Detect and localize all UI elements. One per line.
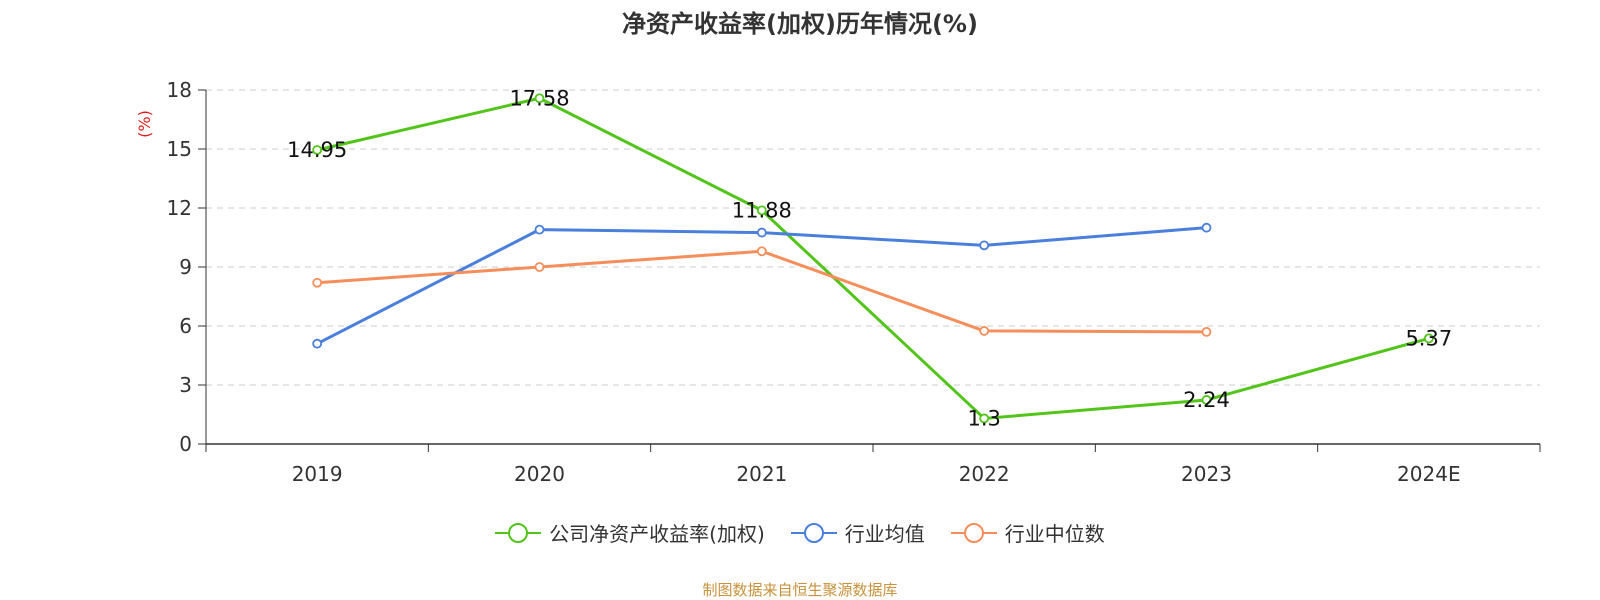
data-point	[1423, 333, 1434, 344]
legend-label: 行业均值	[844, 522, 925, 546]
data-label: 14.95	[287, 138, 347, 162]
data-point	[1201, 222, 1212, 233]
data-label: 1.3	[967, 406, 1000, 430]
y-tick-label: 15	[167, 137, 192, 161]
data-label: 17.58	[509, 86, 569, 110]
data-label: 5.37	[1405, 326, 1452, 350]
chart-title: 净资产收益率(加权)历年情况(%)	[622, 10, 978, 38]
legend-line-circle-icon	[950, 522, 997, 543]
axes: 0 3 6 9 12 15 18 2019 2020 2021 2022 2023 2024E (%)	[135, 78, 1541, 486]
legend: 公司净资产收益率(加权) 行业均值 行业中位数	[0, 518, 1600, 547]
data-point	[534, 93, 545, 104]
data-point	[312, 145, 323, 155]
data-point	[756, 227, 767, 238]
x-tick-label: 2021	[736, 462, 787, 486]
y-tick-label: 12	[167, 196, 192, 220]
data-point	[979, 326, 990, 336]
data-point	[534, 262, 545, 272]
data-source-note: 制图数据来自恒生聚源数据库	[702, 581, 898, 599]
data-label: 2.24	[1183, 388, 1230, 412]
y-tick-label: 3	[179, 373, 192, 397]
y-axis-label: (%)	[135, 110, 154, 138]
legend-line-circle-icon	[495, 522, 542, 543]
data-labels: 14.95 17.58 11.88 1.3 2.24 5.37	[287, 86, 1452, 430]
y-tick-label: 0	[179, 432, 192, 456]
chart-area: 0 3 6 9 12 15 18 2019 2020 2021 2022 2023 2024E (%) 1…	[135, 78, 1541, 486]
x-tick-label: 2019	[292, 462, 343, 486]
legend-item-company-roe[interactable]: 公司净资产收益率(加权)	[495, 518, 765, 547]
x-tick-label: 2024E	[1397, 462, 1461, 486]
x-tick-label: 2022	[959, 462, 1010, 486]
data-point	[1201, 326, 1212, 337]
data-label: 11.88	[732, 198, 792, 222]
data-point	[979, 240, 990, 251]
y-tick-label: 18	[167, 78, 192, 102]
data-point	[1201, 395, 1212, 405]
data-point	[312, 338, 323, 349]
data-point	[756, 205, 767, 216]
data-point	[534, 224, 545, 235]
legend-item-industry-mean[interactable]: 行业均值	[790, 518, 925, 547]
x-tick-label: 2020	[514, 462, 565, 486]
data-point	[756, 246, 767, 257]
y-tick-label: 9	[179, 255, 192, 279]
grid-lines	[206, 89, 1540, 386]
x-tick-label: 2023	[1181, 462, 1232, 486]
legend-line-circle-icon	[790, 522, 837, 543]
legend-label: 公司净资产收益率(加权)	[549, 522, 765, 546]
series-line	[317, 249, 1207, 334]
data-point	[979, 413, 990, 424]
legend-label: 行业中位数	[1004, 522, 1105, 546]
series-line	[316, 96, 1430, 420]
data-point	[312, 277, 323, 288]
series-lines	[312, 93, 1434, 424]
legend-item-industry-median[interactable]: 行业中位数	[950, 518, 1105, 547]
y-tick-label: 6	[179, 314, 192, 338]
